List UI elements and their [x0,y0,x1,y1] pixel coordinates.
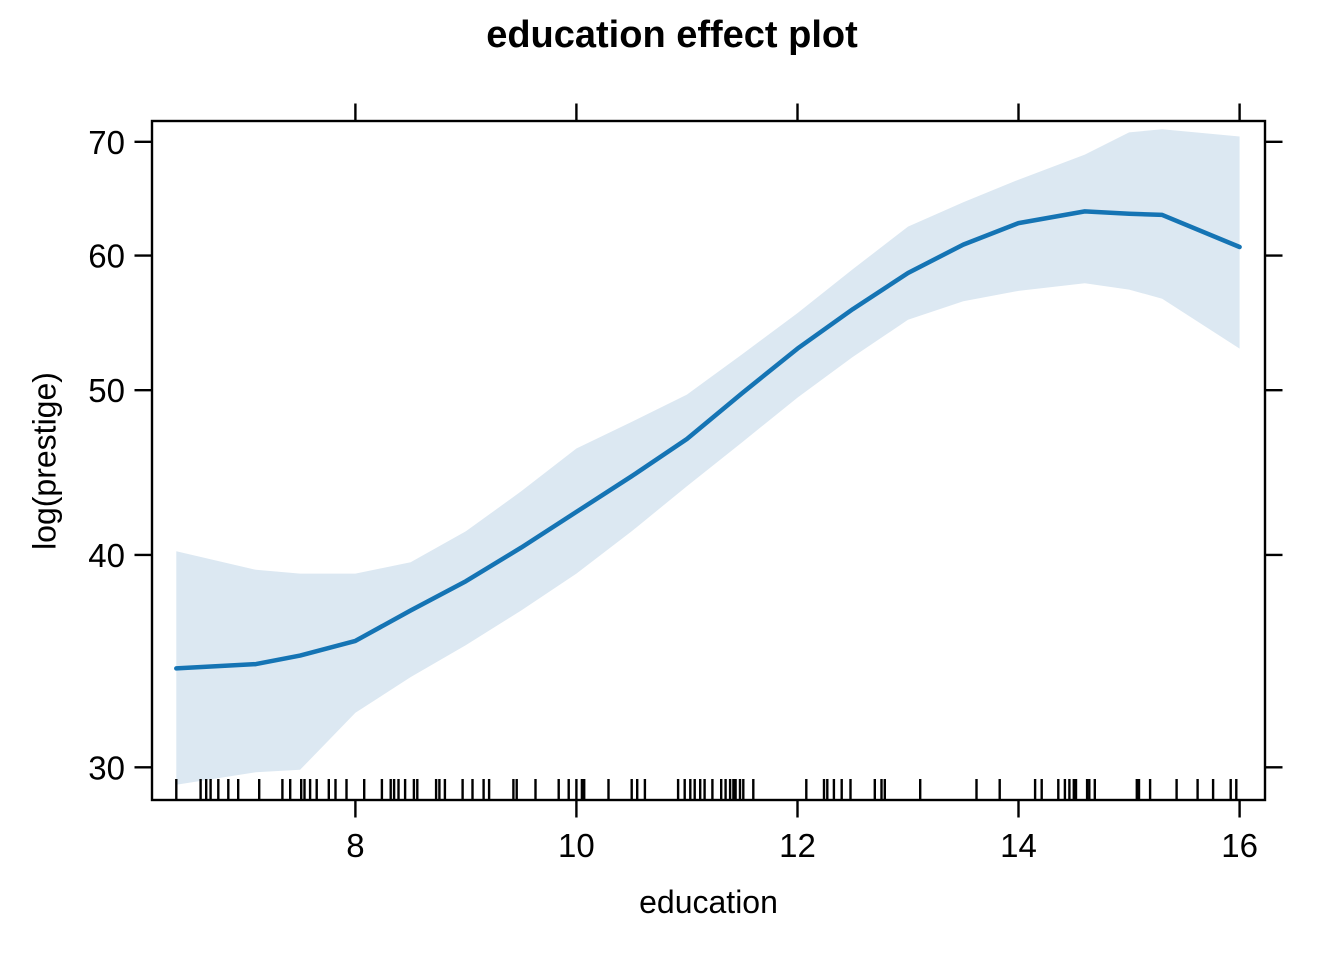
x-tick-label: 16 [1221,827,1258,864]
x-tick-label: 10 [558,827,595,864]
fit-line [174,209,1242,671]
y-tick-label: 40 [88,537,125,574]
confidence-band [176,129,1240,785]
y-tick-label: 30 [88,749,125,786]
x-tick-label: 14 [1000,827,1037,864]
x-tick-label: 12 [779,827,816,864]
y-tick-label: 60 [88,238,125,275]
x-tick-label: 8 [346,827,364,864]
x-axis-title: education [639,884,778,920]
plot-title: education effect plot [486,14,858,56]
plot-box [150,119,1267,802]
y-tick-label: 70 [88,124,125,161]
y-tick-label: 50 [88,372,125,409]
